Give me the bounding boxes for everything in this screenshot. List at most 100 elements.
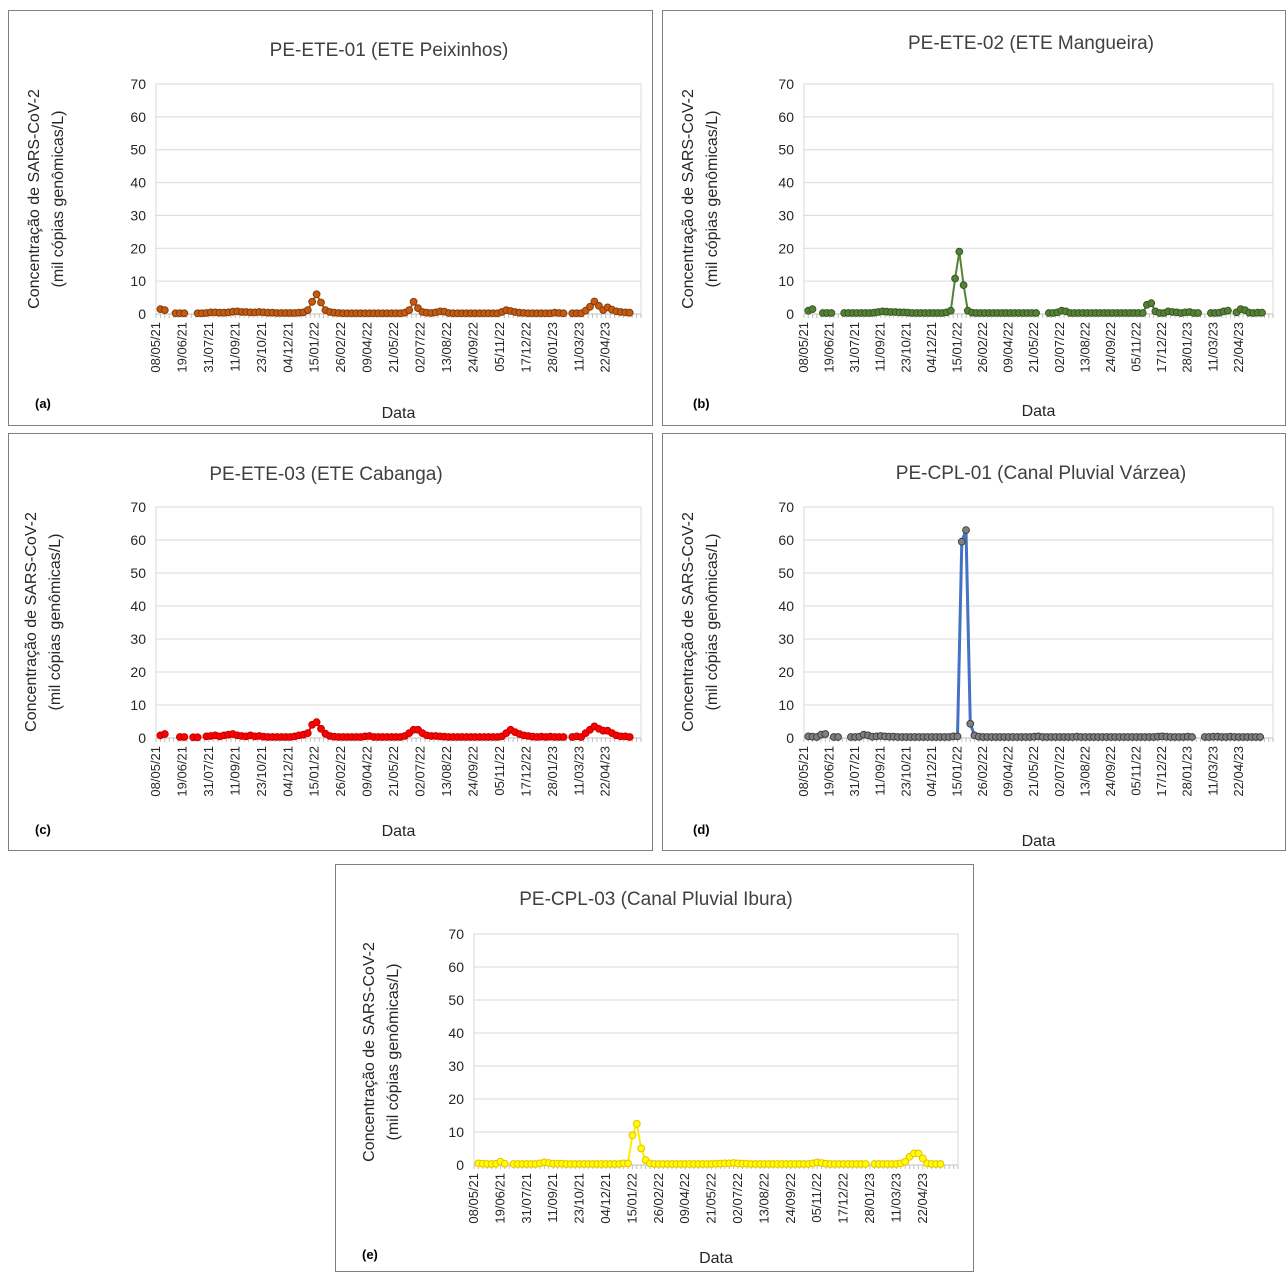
- y-tick-label: 20: [130, 240, 146, 256]
- x-tick-label: 31/07/21: [201, 322, 216, 373]
- chart-title: PE-CPL-03 (Canal Pluvial Ibura): [519, 889, 793, 910]
- x-tick-label: 15/01/22: [949, 322, 964, 373]
- x-tick-label: 13/08/22: [756, 1173, 771, 1224]
- x-tick-label: 13/08/22: [1077, 322, 1092, 373]
- x-tick-label: 11/09/21: [545, 1173, 560, 1223]
- x-tick-label: 21/05/22: [1026, 322, 1041, 373]
- chart-svg-c: 0 10 20 30 40 50 60 70 08/05/21 19/06/21 31/07/21 1…: [23, 464, 642, 840]
- y-tick-label: 60: [130, 532, 146, 548]
- data-point: [624, 1159, 632, 1168]
- data-point: [1224, 306, 1232, 315]
- plot-area: [155, 506, 642, 739]
- x-tick-label: 22/04/23: [598, 746, 613, 797]
- y-tick-label: 40: [130, 598, 146, 614]
- data-point: [586, 302, 594, 311]
- x-tick-label: 08/05/21: [796, 322, 811, 373]
- data-point: [1138, 309, 1147, 317]
- x-tick-label: 31/07/21: [847, 322, 862, 373]
- x-tick-label: 15/01/22: [307, 322, 322, 373]
- data-point: [955, 247, 964, 256]
- y-tick-label: 60: [778, 532, 794, 548]
- data-point: [918, 1154, 927, 1163]
- y-tick-label: 40: [130, 175, 146, 191]
- x-tick-label: 04/12/21: [924, 322, 939, 373]
- x-tick-label: 15/01/22: [949, 746, 964, 797]
- x-tick-label: 22/04/23: [598, 322, 613, 373]
- x-tick-label: 24/09/22: [465, 746, 480, 797]
- panel-label: (c): [35, 822, 51, 837]
- x-tick-label: 24/09/22: [1103, 746, 1118, 797]
- y-tick-label: 40: [778, 598, 794, 614]
- y-tick-label: 0: [138, 730, 146, 746]
- x-tick-label: 23/10/21: [898, 322, 913, 373]
- x-tick-label: 28/01/23: [545, 322, 560, 373]
- chart-svg-b: 0 10 20 30 40 50 60 70 08/05/21 19/06/21 31/07/21 1…: [680, 33, 1274, 420]
- x-tick-label: 21/05/22: [386, 322, 401, 373]
- x-tick-label: 24/09/22: [783, 1173, 798, 1224]
- x-tick-label: 17/12/22: [1154, 746, 1169, 797]
- plot-area: [473, 933, 959, 1166]
- x-tick-label: 11/09/21: [227, 746, 242, 796]
- y-axis-label-line1: Concentração de SARS-CoV-2: [680, 512, 697, 732]
- y-tick-label: 70: [778, 499, 794, 515]
- panel-label: (a): [35, 396, 51, 411]
- x-tick-label: 17/12/22: [836, 1173, 851, 1224]
- x-tick-label: 28/01/23: [545, 746, 560, 797]
- data-point: [962, 526, 970, 534]
- data-point: [625, 733, 634, 741]
- data-point: [317, 724, 325, 733]
- data-point: [160, 730, 169, 738]
- x-tick-label: 04/12/21: [280, 322, 295, 373]
- x-tick-label: 19/06/21: [822, 746, 837, 797]
- data-point: [193, 733, 202, 742]
- x-tick-label: 17/12/22: [1154, 322, 1169, 373]
- y-axis-label-line2: (mil cópias genômicas/L): [704, 534, 721, 711]
- x-axis-label: Data: [1022, 833, 1056, 850]
- data-point: [500, 1159, 509, 1168]
- x-axis-label: Data: [1022, 403, 1056, 420]
- x-tick-label: 08/05/21: [466, 1173, 481, 1224]
- x-tick-label: 21/05/22: [704, 1173, 719, 1224]
- data-point: [953, 732, 962, 741]
- x-tick-label: 13/08/22: [439, 746, 454, 797]
- plot-area: [803, 83, 1274, 315]
- y-tick-label: 70: [130, 76, 146, 92]
- y-tick-label: 10: [130, 697, 146, 713]
- x-tick-label: 13/08/22: [439, 322, 454, 373]
- y-axis-label-line2: (mil cópias genômicas/L): [50, 111, 67, 288]
- x-tick-label: 26/02/22: [975, 322, 990, 373]
- x-tick-label: 02/07/22: [1052, 322, 1067, 373]
- data-point: [312, 290, 321, 299]
- x-tick-label: 02/07/22: [730, 1173, 745, 1224]
- y-axis-label-line2: (mil cópias genômicas/L): [385, 964, 402, 1141]
- y-tick-label: 30: [778, 631, 794, 647]
- x-tick-label: 11/03/23: [571, 322, 586, 372]
- y-tick-label: 60: [130, 109, 146, 125]
- data-point: [1032, 309, 1041, 317]
- x-tick-label: 17/12/22: [518, 746, 533, 797]
- x-tick-label: 05/11/22: [1129, 746, 1144, 796]
- x-tick-label: 21/05/22: [386, 746, 401, 797]
- data-point: [180, 309, 189, 318]
- data-point: [1256, 733, 1265, 741]
- data-point: [1147, 299, 1156, 308]
- data-point: [317, 298, 325, 307]
- data-point: [312, 718, 321, 727]
- y-tick-label: 70: [778, 76, 794, 92]
- y-tick-label: 30: [448, 1058, 464, 1074]
- y-tick-label: 50: [130, 142, 146, 158]
- y-tick-label: 30: [130, 207, 146, 223]
- x-tick-label: 22/04/23: [1231, 322, 1246, 373]
- data-point: [308, 297, 317, 306]
- chart-panel-c: 0 10 20 30 40 50 60 70 08/05/21 19/06/21 31/07/21 1…: [8, 433, 653, 851]
- chart-svg-a: 0 10 20 30 40 50 60 70 08/05/21 19/06/21 31/07/21 1…: [26, 40, 642, 422]
- x-tick-label: 26/02/22: [651, 1173, 666, 1224]
- x-tick-label: 24/09/22: [465, 322, 480, 373]
- x-tick-label: 31/07/21: [847, 746, 862, 797]
- x-tick-label: 28/01/23: [1180, 746, 1195, 797]
- x-tick-label: 11/09/21: [227, 322, 242, 372]
- data-point: [409, 297, 418, 306]
- y-axis-label-line1: Concentração de SARS-CoV-2: [26, 89, 43, 309]
- x-tick-label: 13/08/22: [1077, 746, 1092, 797]
- x-tick-label: 23/10/21: [254, 322, 269, 373]
